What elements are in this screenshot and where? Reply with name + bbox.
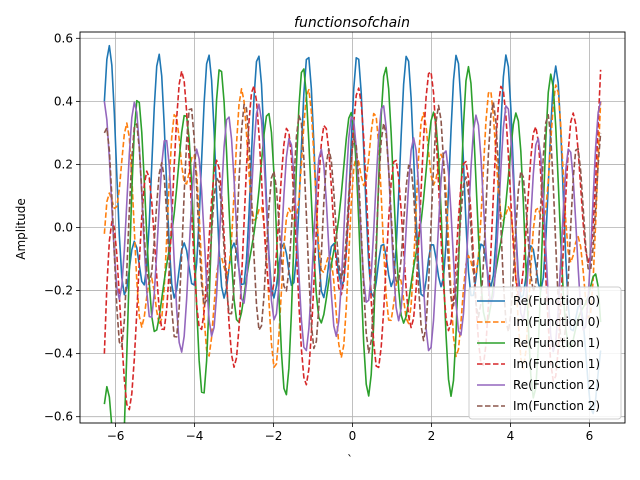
- legend-box: [468, 286, 622, 420]
- x-tick-label: 6: [586, 429, 594, 443]
- x-tick-label: 2: [428, 429, 436, 443]
- y-tick-label: 0.0: [54, 221, 73, 235]
- x-tick-label: 4: [507, 429, 515, 443]
- legend-label: Re(Function 0): [513, 294, 600, 308]
- x-axis-label: `: [347, 453, 353, 467]
- legend-label: Im(Function 0): [513, 315, 600, 329]
- chart-title: functionsofchain: [294, 15, 410, 31]
- legend-label: Re(Function 1): [513, 336, 600, 350]
- y-tick-label: −0.4: [44, 347, 73, 361]
- legend-label: Im(Function 2): [513, 399, 600, 413]
- y-tick-label: −0.6: [44, 410, 73, 424]
- x-tick-label: −6: [107, 429, 125, 443]
- series-line-5: [103, 101, 602, 354]
- y-tick-label: −0.2: [44, 284, 73, 298]
- legend-label: Im(Function 1): [513, 357, 600, 371]
- y-tick-label: 0.4: [54, 94, 73, 108]
- x-tick-label: −2: [265, 429, 283, 443]
- series-line-1: [103, 84, 602, 370]
- legend-label: Re(Function 2): [513, 378, 600, 392]
- x-tick-label: −4: [186, 429, 204, 443]
- legend: Re(Function 0) Im(Function 0) Re(Function …: [468, 286, 622, 420]
- y-tick-label: 0.2: [54, 157, 73, 171]
- y-tick-label: 0.6: [54, 31, 73, 45]
- series-line-2: [103, 65, 602, 423]
- plot-area: −6 −4 −2 0 2 4 6 −0.6 −0.4 −0.2 0.0 0.2 0.4 0.6 Re(Fun…: [44, 31, 626, 443]
- x-tick-label: 0: [349, 429, 357, 443]
- y-axis-label: Amplitude: [14, 198, 28, 260]
- series-line-4: [103, 101, 602, 353]
